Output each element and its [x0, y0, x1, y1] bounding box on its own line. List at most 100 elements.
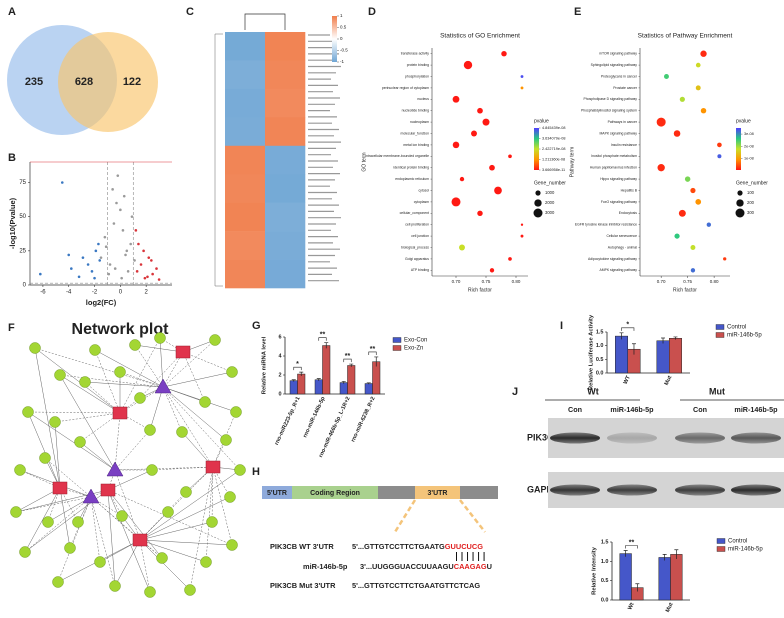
heatmap-cell: [265, 202, 306, 232]
y-tick-label: Inositol phosphate metabolism: [591, 154, 637, 158]
point: [81, 256, 85, 259]
network-node: [114, 366, 126, 378]
error-bar: [623, 550, 628, 557]
bar: [322, 345, 331, 395]
bubble: [695, 62, 701, 68]
x-tick-label: 0.80: [512, 279, 521, 284]
network-edge: [114, 429, 151, 471]
significance-bracket: [318, 337, 327, 341]
bubble: [471, 130, 477, 137]
network-edge: [15, 487, 61, 513]
size-label: 1000: [545, 190, 555, 195]
x-tick-label: Mut: [664, 375, 674, 387]
network-edge: [59, 374, 164, 388]
network-edge: [90, 496, 163, 559]
size-key: [736, 199, 744, 207]
y-tick-label: 6: [278, 334, 281, 340]
sequence-part: 5'...GTTGTCCTTCTGAATGTTCTCAG: [352, 581, 480, 590]
network-edge: [24, 496, 92, 553]
network-edge: [27, 411, 116, 471]
network-node: [64, 542, 76, 554]
blot-band: [607, 484, 657, 496]
legend-title: Gene_number: [736, 180, 768, 186]
y-tick-label: Insulin resistance: [611, 143, 637, 147]
x-tick-label: 2: [145, 290, 149, 296]
network-edge: [134, 344, 164, 388]
network-edge: [211, 466, 214, 523]
size-label: 200: [747, 200, 755, 205]
y-tick-label: intracellular membrane-bounded organelle: [365, 154, 429, 158]
point: [119, 208, 122, 212]
x-tick-label: Mut: [665, 602, 675, 614]
zoom-line: [393, 499, 417, 533]
sequence-label: PIK3CB Mut 3'UTR: [270, 581, 336, 590]
network-edge: [139, 539, 233, 546]
y-tick-label: 4: [278, 353, 282, 359]
legend-title: Gene_number: [534, 180, 566, 186]
network-edge: [139, 539, 207, 563]
colorbar: [736, 128, 741, 170]
point: [115, 201, 118, 205]
y-tick-label: FoxO signaling pathway: [601, 200, 637, 204]
point: [146, 275, 149, 279]
error-bar: [631, 343, 636, 355]
network-node: [116, 510, 128, 522]
y-tick-label: Cellular senescence: [606, 234, 637, 238]
network-node: [54, 369, 66, 381]
bubble: [690, 187, 696, 194]
bar: [372, 361, 381, 395]
network-node: [39, 452, 51, 464]
colorbar-label: -0.5: [340, 48, 348, 53]
heatmap-cell: [225, 259, 266, 289]
bar: [297, 373, 306, 395]
network-edge: [15, 496, 92, 513]
point: [120, 276, 123, 280]
bubble: [489, 268, 495, 273]
sequence-label: miR-146b-5p: [303, 562, 348, 571]
network-edge: [44, 457, 92, 498]
gene-segment: [292, 486, 378, 499]
bubble: [690, 245, 696, 250]
significance-label: **: [629, 539, 635, 546]
network-edge: [205, 466, 214, 563]
sequence-part: U: [487, 562, 492, 571]
point: [107, 272, 111, 276]
network-edge: [79, 412, 121, 443]
x-tick-label: -6: [40, 290, 46, 296]
network-edge: [90, 496, 123, 517]
blot-band: [675, 432, 725, 444]
error-bar: [341, 381, 346, 384]
network-node: [52, 576, 64, 588]
bubble: [674, 233, 680, 239]
gene-segment: [378, 486, 415, 499]
colorbar-label: -1: [340, 59, 344, 64]
network-edge: [139, 521, 213, 541]
network-edge: [94, 349, 121, 414]
sequence-part: 5'...GTTGTCCTTCTGAATG: [352, 542, 445, 551]
network-title: Network plot: [72, 321, 170, 338]
bubble: [717, 142, 722, 148]
legend-swatch: [716, 546, 726, 552]
y-tick-label: Pathways in cancer: [608, 120, 638, 124]
point: [39, 272, 42, 276]
gene-segment: [262, 486, 292, 499]
heatmap-cell: [225, 117, 266, 147]
y-tick-label: Golgi apparatus: [405, 257, 429, 261]
point: [122, 194, 126, 198]
venn-count: 628: [75, 76, 93, 88]
error-bar: [673, 336, 678, 340]
point: [133, 259, 136, 262]
y-tick-label: 75: [19, 180, 26, 186]
x-tick-label: rno-miR-146b-5p: [302, 395, 326, 438]
colorbar-label: 1.211360e-08: [542, 158, 565, 162]
y-tick-label: Human papillomavirus infection: [590, 166, 637, 170]
colorbar-label: 3.666958e-11: [542, 168, 565, 172]
segment-label: 5'UTR: [267, 490, 287, 497]
bubble: [452, 95, 460, 103]
bar: [339, 382, 348, 395]
network-node: [200, 556, 212, 568]
point: [108, 263, 112, 266]
y-axis-label: GO term: [361, 152, 367, 171]
significance-bracket: [621, 327, 635, 331]
